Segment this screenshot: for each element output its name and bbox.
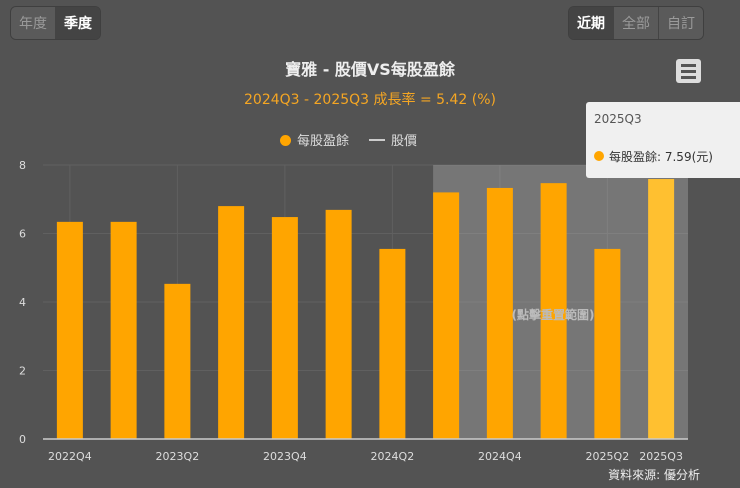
bar-2023Q1[interactable] [110, 221, 137, 439]
x-tick-label: 2022Q4 [48, 450, 92, 463]
legend: 每股盈餘 股價 [280, 130, 417, 149]
tooltip-value: 每股盈餘: 7.59(元) [594, 148, 713, 165]
x-tick-label: 2025Q2 [586, 450, 630, 463]
chart-subtitle: 2024Q3 - 2025Q3 成長率 = 5.42 (%) [244, 92, 496, 108]
bar-2024Q1[interactable] [325, 209, 352, 439]
x-tick-label: 2025Q3 [639, 450, 683, 463]
tooltip-period: 2025Q3 [594, 112, 642, 126]
bar-2022Q4[interactable] [56, 221, 83, 439]
y-tick-label: 2 [19, 365, 26, 378]
bar-2024Q4[interactable] [486, 187, 513, 439]
y-tick-label: 6 [19, 228, 26, 241]
bar-2025Q1[interactable] [540, 183, 567, 439]
line-icon [369, 139, 386, 141]
bar-2024Q2[interactable] [379, 248, 406, 439]
all-button[interactable]: 全部 [614, 7, 659, 39]
bar-2023Q3[interactable] [218, 206, 245, 439]
circle-icon [280, 135, 291, 146]
tooltip: 2025Q3 每股盈餘: 7.59(元) [586, 102, 740, 178]
recent-button[interactable]: 近期 [569, 7, 614, 39]
chart-title: 寶雅 - 股價VS每股盈餘 [285, 60, 455, 79]
bar-2025Q2[interactable] [594, 248, 621, 439]
period-toggle: 年度 季度 [10, 6, 101, 40]
legend-item-price[interactable]: 股價 [369, 130, 417, 149]
bar-2025Q3[interactable] [648, 179, 675, 440]
y-tick-label: 0 [19, 433, 26, 446]
y-tick-label: 4 [19, 296, 26, 309]
x-tick-label: 2023Q2 [156, 450, 200, 463]
x-tick-label: 2023Q4 [263, 450, 307, 463]
bar-2023Q2[interactable] [164, 283, 191, 439]
y-tick-label: 8 [19, 159, 26, 172]
source-credit: 資料來源: 優分析 [608, 468, 700, 482]
range-toggle: 近期 全部 自訂 [568, 6, 704, 40]
bar-2024Q3[interactable] [433, 192, 460, 439]
reset-zoom-button[interactable]: (點擊重置範圍) [512, 307, 595, 322]
annual-button[interactable]: 年度 [11, 7, 56, 39]
quarterly-button[interactable]: 季度 [56, 7, 100, 39]
hamburger-menu-icon[interactable] [676, 59, 701, 83]
circle-icon [594, 151, 604, 161]
bar-2023Q4[interactable] [271, 217, 298, 439]
x-tick-label: 2024Q4 [478, 450, 522, 463]
legend-item-eps[interactable]: 每股盈餘 [280, 130, 349, 149]
custom-button[interactable]: 自訂 [659, 7, 703, 39]
x-tick-label: 2024Q2 [371, 450, 415, 463]
